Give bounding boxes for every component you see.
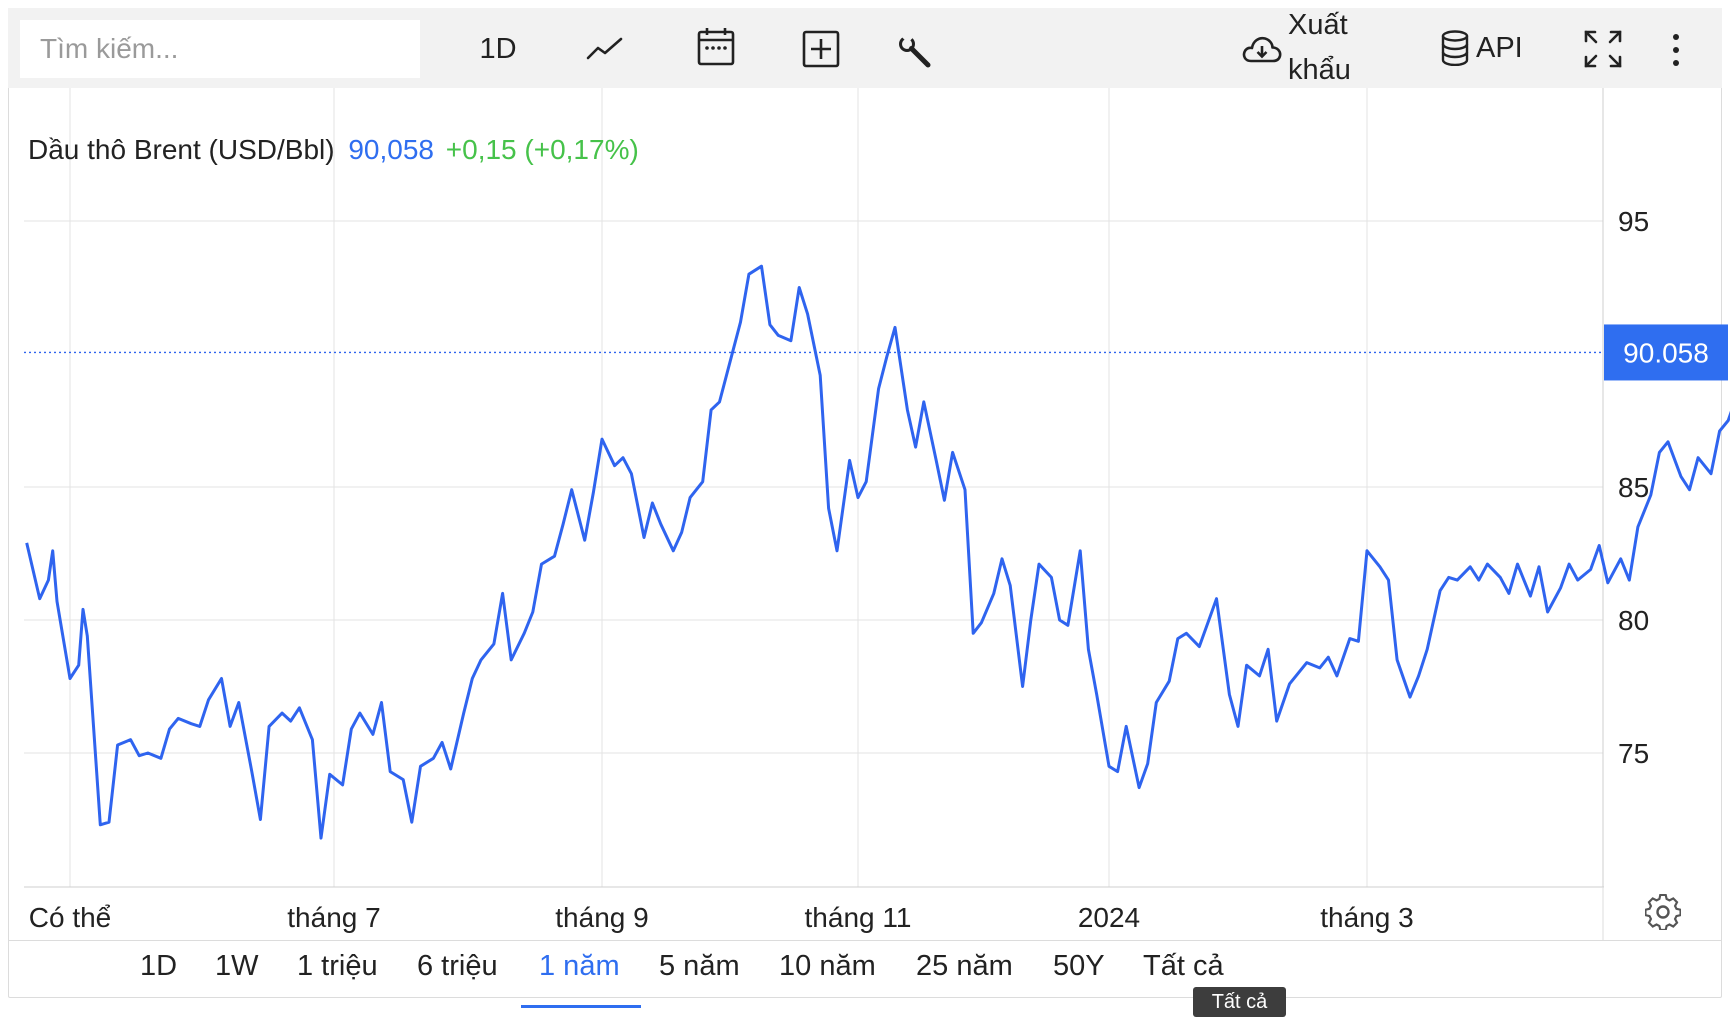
database-icon [1440, 30, 1470, 66]
price-tag-label: 90.058 [1623, 337, 1709, 368]
range-button[interactable]: 25 năm [916, 950, 1013, 982]
export-button[interactable]: Xuất khẩu [1288, 8, 1368, 88]
active-range-underline [521, 1005, 641, 1008]
x-tick-label: tháng 9 [555, 902, 648, 933]
export-label-line2: khẩu [1288, 54, 1351, 86]
more-vertical-icon[interactable] [1666, 30, 1686, 70]
current-price: 90,058 [348, 134, 434, 165]
x-tick-label: tháng 11 [805, 902, 912, 933]
interval-label: 1D [479, 32, 517, 65]
range-button[interactable]: 1D [140, 950, 178, 982]
range-button[interactable]: 50Y [1053, 950, 1105, 982]
x-tick-label: tháng 7 [287, 902, 380, 933]
range-button[interactable]: 1W [215, 950, 259, 982]
interval-button[interactable]: 1D [468, 28, 528, 70]
api-label: API [1476, 31, 1523, 64]
range-bar [8, 940, 1722, 1009]
price-change: +0,15 (+0,17%) [445, 134, 639, 165]
y-tick-label: 75 [1618, 738, 1649, 769]
export-label-line1: Xuất [1288, 9, 1348, 41]
range-button[interactable]: 10 năm [779, 950, 876, 982]
range-button[interactable]: 6 triệu [417, 950, 498, 982]
chart-header: Dầu thô Brent (USD/Bbl) 90,058 +0,15 (+0… [28, 134, 639, 166]
add-box-icon[interactable] [800, 28, 842, 70]
y-tick-label: 95 [1618, 206, 1649, 237]
calendar-icon[interactable] [694, 24, 738, 70]
range-button[interactable]: 1 năm [539, 950, 620, 982]
instrument-name: Dầu thô Brent (USD/Bbl) [28, 134, 335, 165]
x-tick-label: 2024 [1078, 902, 1140, 933]
y-tick-label: 80 [1618, 605, 1649, 636]
search-input[interactable] [20, 20, 420, 78]
range-button[interactable]: 5 năm [659, 950, 740, 982]
api-button[interactable]: API [1440, 26, 1540, 70]
price-tag-box [1604, 324, 1728, 381]
gear-icon[interactable] [1645, 894, 1681, 930]
range-button[interactable]: 1 triệu [297, 950, 378, 982]
fullscreen-icon[interactable] [1582, 28, 1624, 70]
line-chart-icon[interactable] [583, 28, 627, 70]
x-tick-label: tháng 3 [1320, 902, 1413, 933]
x-tick-label: Có thể [29, 902, 112, 933]
y-tick-label: 85 [1618, 472, 1649, 503]
series-line [25, 264, 1730, 840]
range-tooltip: Tất cả [1193, 987, 1286, 1017]
wrench-icon[interactable] [894, 32, 936, 72]
range-button[interactable]: Tất cả [1143, 950, 1224, 982]
cloud-download-icon[interactable] [1240, 30, 1284, 70]
